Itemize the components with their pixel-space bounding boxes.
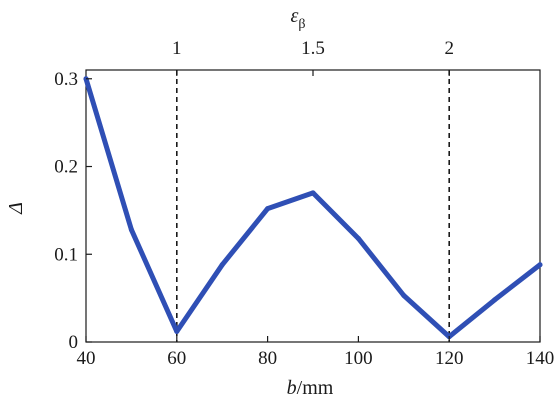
x-tick-label: 40 <box>77 348 96 369</box>
y-tick-label: 0.3 <box>54 69 78 90</box>
data-point <box>174 328 180 334</box>
data-point <box>355 235 361 241</box>
ticks-group: 40 60 80 100 120 140 0 0.1 0.2 0.3 1 1.5 2 <box>54 38 554 369</box>
y-tick-label: 0.2 <box>54 157 78 178</box>
x-axis-variable: b <box>287 377 297 399</box>
reference-lines <box>176 70 451 342</box>
x-tick-label: 60 <box>167 348 186 369</box>
x-tick-label: 80 <box>258 348 277 369</box>
y-tick-label: 0 <box>69 332 79 353</box>
series-line <box>83 76 543 340</box>
data-point <box>310 190 316 196</box>
x-axis-title: b/mm <box>287 377 334 399</box>
data-point <box>401 292 407 298</box>
top-axis-title: εβ <box>290 5 305 32</box>
data-point <box>492 297 498 303</box>
data-point <box>537 262 543 268</box>
x-tick-label: 100 <box>344 348 373 369</box>
x-tick-label: 140 <box>526 348 555 369</box>
data-point <box>265 206 271 212</box>
data-point <box>128 227 134 233</box>
data-point <box>219 262 225 268</box>
series-group <box>83 76 543 340</box>
plot-frame <box>85 69 541 343</box>
x-axis-unit: /mm <box>297 377 334 399</box>
plot-border <box>85 69 541 343</box>
top-tick-label: 2 <box>444 38 454 59</box>
x-tick-label: 120 <box>435 348 464 369</box>
top-axis-variable: ε <box>290 5 298 27</box>
top-tick-label: 1 <box>172 38 182 59</box>
y-tick-label: 0.1 <box>54 244 78 265</box>
y-axis-title: Δ <box>5 202 27 215</box>
top-axis-subscript: β <box>298 17 305 32</box>
top-tick-label: 1.5 <box>301 38 325 59</box>
